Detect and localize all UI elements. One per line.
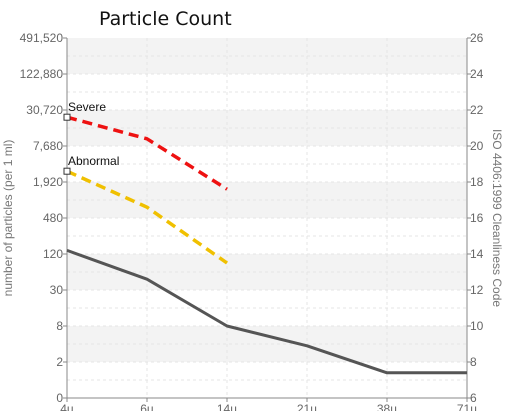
x-tick-label: 71µ: [457, 402, 477, 411]
x-tick-label: 38µ: [377, 402, 397, 411]
series-lines: [66, 115, 467, 375]
series-annotations: Severe Abnormal: [63, 100, 119, 175]
x-tick-label: 6µ: [140, 402, 154, 411]
y2-tick-label: 6: [470, 391, 477, 405]
series-line-severe: [66, 115, 228, 191]
series-label-abnormal: Abnormal: [68, 154, 119, 168]
chart-title: Particle Count: [99, 8, 232, 30]
y-tick-label: 8: [56, 319, 63, 333]
series-line-abnormal: [66, 169, 229, 265]
y-axis-title: number of particles (per 1 ml): [1, 140, 15, 297]
y-tick-label: 30: [50, 283, 64, 297]
x-axis-tick-labels: 4µ 6µ 14µ 21µ 38µ 71µ: [60, 402, 477, 411]
y2-tick-label: 16: [470, 211, 484, 225]
y-tick-label: 1,920: [33, 175, 63, 189]
y-tick-label: 120: [43, 247, 63, 261]
threshold-marker: [63, 113, 71, 121]
y2-tick-label: 20: [470, 139, 484, 153]
y2-tick-label: 12: [470, 283, 484, 297]
y-tick-label: 0: [56, 391, 63, 405]
y2-axis-title: ISO 4406:1999 Cleanliness Code: [490, 129, 504, 307]
axes: [63, 37, 471, 402]
series-line-measured: [66, 248, 467, 375]
y-axis-tick-labels: 0 2 8 30 120 480 1,920 7,680 30,720 122,880 491,52…: [20, 31, 64, 405]
y2-tick-label: 18: [470, 175, 484, 189]
threshold-marker: [63, 167, 71, 175]
y-tick-label: 30,720: [26, 103, 63, 117]
x-tick-label: 4µ: [60, 402, 74, 411]
y2-axis-tick-labels: 6 8 10 12 14 16 18 20 22 24 26: [470, 31, 484, 405]
y2-tick-label: 14: [470, 247, 484, 261]
y2-tick-label: 8: [470, 355, 477, 369]
y2-tick-label: 26: [470, 31, 484, 45]
y-tick-label: 491,520: [20, 31, 64, 45]
x-tick-label: 14µ: [217, 402, 237, 411]
y-tick-label: 7,680: [33, 139, 63, 153]
y2-tick-label: 24: [470, 67, 484, 81]
series-label-severe: Severe: [68, 100, 106, 114]
y2-tick-label: 22: [470, 103, 484, 117]
y-tick-label: 2: [56, 355, 63, 369]
y-tick-label: 480: [43, 211, 63, 225]
y-tick-label: 122,880: [20, 67, 64, 81]
y2-tick-label: 10: [470, 319, 484, 333]
x-tick-label: 21µ: [297, 402, 317, 411]
